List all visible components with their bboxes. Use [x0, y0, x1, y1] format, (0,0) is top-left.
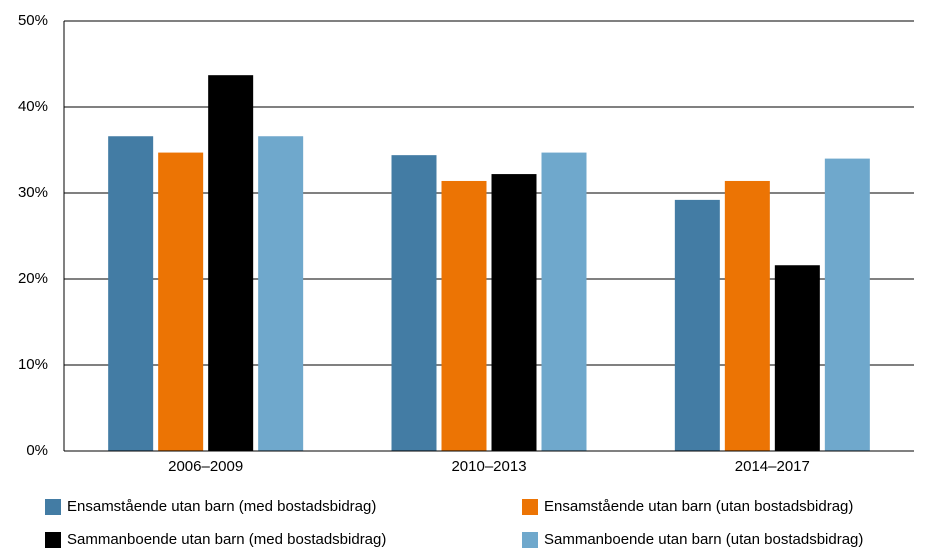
bar	[208, 75, 254, 452]
x-tick-label: 2006–2009	[168, 458, 243, 475]
legend-label: Sammanboende utan barn (med bostadsbidra…	[67, 531, 386, 548]
x-tick-label: 2010–2013	[451, 458, 526, 475]
legend-swatch	[522, 499, 538, 515]
bar	[441, 180, 487, 451]
bar	[158, 152, 204, 451]
legend-swatch	[45, 532, 61, 548]
legend-swatch	[45, 499, 61, 515]
y-tick-label: 10%	[18, 356, 48, 373]
bar	[674, 199, 720, 451]
y-tick-label: 20%	[18, 270, 48, 287]
bar	[108, 136, 154, 452]
y-tick-label: 40%	[18, 98, 48, 115]
legend-swatch	[522, 532, 538, 548]
y-tick-label: 0%	[26, 442, 48, 459]
y-tick-label: 30%	[18, 184, 48, 201]
bar	[491, 174, 537, 451]
legend-label: Ensamstående utan barn (med bostadsbidra…	[67, 498, 376, 515]
y-tick-label: 50%	[18, 12, 48, 29]
bar	[824, 158, 870, 451]
bar	[258, 136, 304, 452]
bar	[724, 180, 770, 451]
bar	[391, 155, 437, 451]
bar	[774, 265, 820, 451]
legend-label: Sammanboende utan barn (utan bostadsbidr…	[544, 531, 863, 548]
legend-label: Ensamstående utan barn (utan bostadsbidr…	[544, 498, 853, 515]
bar	[541, 152, 587, 451]
x-tick-label: 2014–2017	[735, 458, 810, 475]
